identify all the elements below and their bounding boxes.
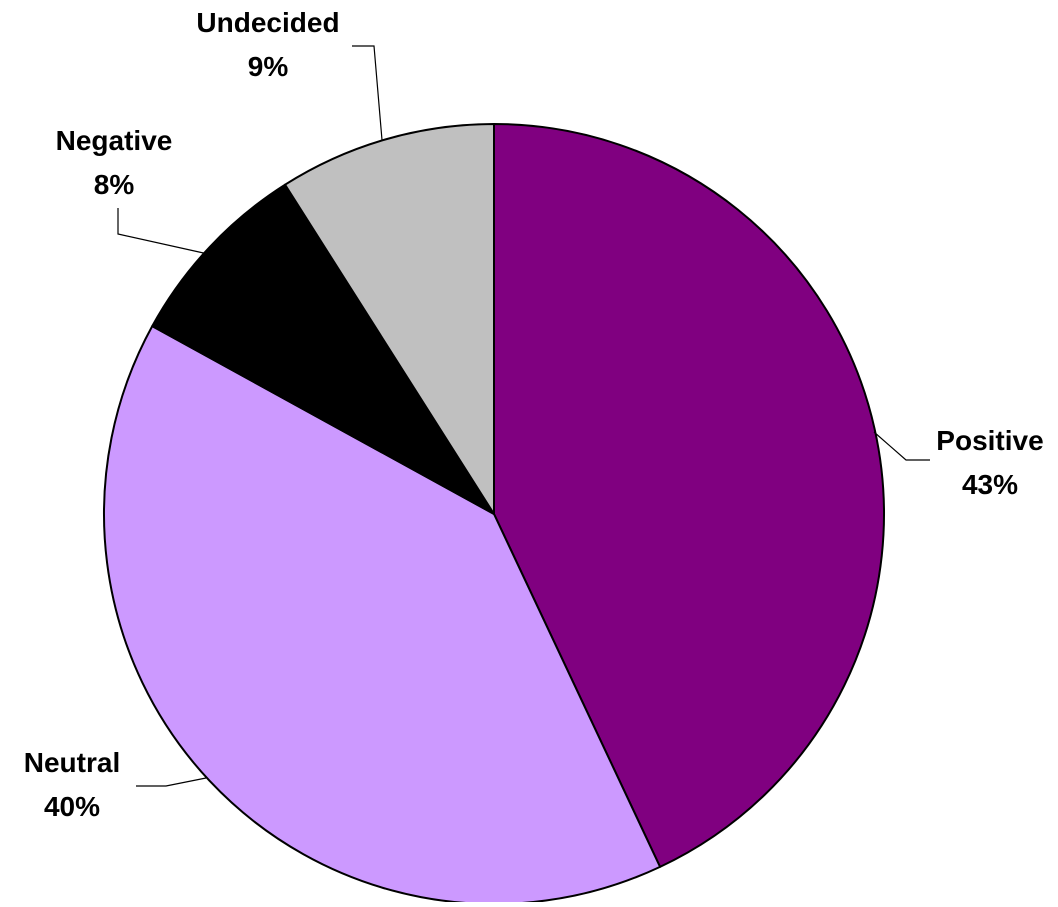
leader-line-neutral	[136, 777, 207, 787]
pie-slice-undecided	[284, 123, 495, 515]
data-label-value-neutral: 40%	[44, 791, 100, 822]
data-label-name-positive: Positive	[936, 425, 1043, 456]
data-label-value-negative: 8%	[94, 169, 135, 200]
pie-slice-negative	[151, 183, 495, 515]
leader-lines-layer	[117, 45, 930, 787]
pie-slice-positive	[493, 123, 885, 868]
data-label-name-negative: Negative	[56, 125, 173, 156]
data-label-value-undecided: 9%	[248, 51, 289, 82]
slices-layer	[103, 123, 885, 905]
leader-line-positive	[873, 431, 930, 461]
leader-line-undecided	[352, 45, 383, 141]
data-labels-layer: Positive 43% Neutral 40% Negative 8% Undecided…	[24, 7, 1044, 822]
data-label-value-positive: 43%	[962, 469, 1018, 500]
leader-line-negative	[117, 208, 209, 255]
data-label-name-neutral: Neutral	[24, 747, 120, 778]
data-label-name-undecided: Undecided	[196, 7, 339, 38]
